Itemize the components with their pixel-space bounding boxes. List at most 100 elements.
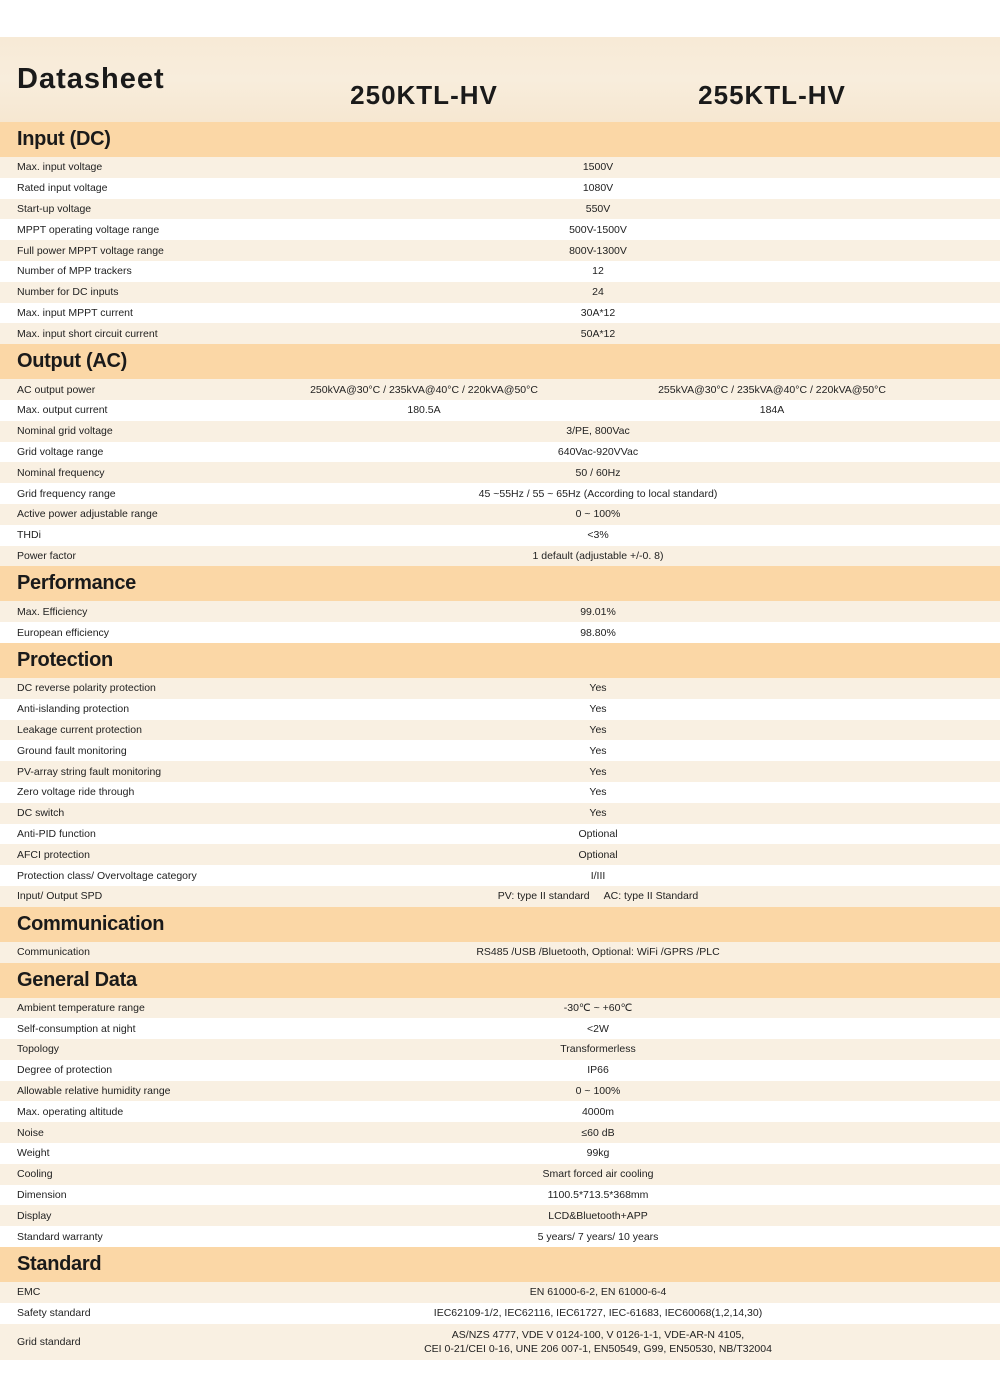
section-header: Performance <box>0 566 1000 602</box>
spec-row: THDi <3% <box>0 524 1000 546</box>
spec-label: Zero voltage ride through <box>17 786 135 799</box>
spec-label: Self-consumption at night <box>17 1022 136 1035</box>
spec-label: Dimension <box>17 1189 67 1202</box>
spec-label: Anti-PID function <box>17 827 96 840</box>
spec-value: IP66 <box>587 1064 609 1077</box>
spec-label: Protection class/ Overvoltage category <box>17 869 197 882</box>
section-header: Communication <box>0 906 1000 942</box>
spec-row: Max. operating altitude 4000m <box>0 1101 1000 1123</box>
spec-value: 0 ~ 100% <box>575 1085 621 1098</box>
section-title: General Data <box>17 968 137 991</box>
spec-label: Grid voltage range <box>17 445 104 458</box>
spec-value: 3/PE, 800Vac <box>566 425 630 438</box>
spec-value: 12 <box>592 265 604 278</box>
spec-label: Power factor <box>17 549 76 562</box>
spec-label: THDi <box>17 529 41 542</box>
datasheet-header: Datasheet 250KTL-HV 255KTL-HV <box>0 37 1000 122</box>
spec-row: DC switch Yes <box>0 802 1000 824</box>
spec-row: European efficiency 98.80% <box>0 622 1000 643</box>
section-title: Performance <box>17 572 136 595</box>
spec-label: Max. operating altitude <box>17 1105 124 1118</box>
section-header: General Data <box>0 962 1000 998</box>
spec-row: Grid frequency range 45 ~55Hz / 55 ~ 65Hz… <box>0 483 1000 504</box>
spec-row: Rated input voltage 1080V <box>0 177 1000 199</box>
spec-value: Yes <box>589 682 607 695</box>
spec-label: DC switch <box>17 807 65 820</box>
spec-label: Active power adjustable range <box>17 508 158 521</box>
spec-value: 1100.5*713.5*368mm <box>547 1189 649 1202</box>
section-title: Output (AC) <box>17 350 127 373</box>
spec-row: Anti-islanding protection Yes <box>0 698 1000 720</box>
spec-row: MPPT operating voltage range 500V-1500V <box>0 219 1000 241</box>
spec-label: Degree of protection <box>17 1064 113 1077</box>
spec-label: Cooling <box>17 1168 53 1181</box>
spec-row: Input/ Output SPD PV: type II standard AC… <box>0 885 1000 907</box>
spec-value: PV: type II standard AC: type II Standar… <box>497 890 699 903</box>
spec-value: 500V-1500V <box>569 223 627 236</box>
spec-value: EN 61000-6-2, EN 61000-6-4 <box>529 1286 667 1299</box>
spec-row: Protection class/ Overvoltage category I/… <box>0 865 1000 886</box>
spec-label: EMC <box>17 1286 41 1299</box>
spec-label: Max. input MPPT current <box>17 306 133 319</box>
spec-value: Smart forced air cooling <box>542 1168 654 1181</box>
spec-row: Max. output current 180.5A 184A <box>0 399 1000 421</box>
spec-label: Grid frequency range <box>17 487 116 500</box>
spec-row: Max. input voltage 1500V <box>0 157 1000 178</box>
spec-label: Allowable relative humidity range <box>17 1085 171 1098</box>
spec-value: 1 default (adjustable +/-0. 8) <box>532 549 664 562</box>
spec-row: Anti-PID function Optional <box>0 823 1000 845</box>
spec-label: Max. input short circuit current <box>17 327 158 340</box>
spec-label: Max. output current <box>17 404 108 417</box>
spec-label: Standard warranty <box>17 1230 103 1243</box>
spec-value: 50A*12 <box>580 327 616 340</box>
spec-value: LCD&Bluetooth+APP <box>548 1209 648 1222</box>
spec-label: Number for DC inputs <box>17 286 119 299</box>
spec-value: 800V-1300V <box>569 244 627 257</box>
spec-row: Full power MPPT voltage range 800V-1300V <box>0 240 1000 261</box>
spec-value: ≤60 dB <box>581 1126 615 1139</box>
spec-value: 98.80% <box>580 626 616 639</box>
section-header: Standard <box>0 1247 1000 1283</box>
spec-value: 550V <box>585 202 611 215</box>
spec-sections: Input (DC) Max. input voltage 1500V Rated i… <box>0 122 1000 1360</box>
spec-row: Grid voltage range 640Vac-920VVac <box>0 441 1000 463</box>
spec-row: PV-array string fault monitoring Yes <box>0 761 1000 782</box>
spec-row: DC reverse polarity protection Yes <box>0 677 1000 699</box>
spec-value: <2W <box>587 1022 609 1035</box>
spec-row: Max. input short circuit current 50A*12 <box>0 323 1000 345</box>
spec-value: RS485 /USB /Bluetooth, Optional: WiFi /G… <box>476 946 720 959</box>
spec-row: Weight 99kg <box>0 1143 1000 1164</box>
spec-row: Number for DC inputs 24 <box>0 281 1000 303</box>
spec-value: 99.01% <box>580 605 616 618</box>
spec-row: Degree of protection IP66 <box>0 1059 1000 1081</box>
spec-value: Transformerless <box>560 1043 636 1056</box>
spec-row: Ambient temperature range -30℃ ~ +60℃ <box>0 997 1000 1019</box>
spec-label: AFCI protection <box>17 848 90 861</box>
spec-row: Self-consumption at night <2W <box>0 1018 1000 1040</box>
spec-value: Optional <box>578 827 618 840</box>
spec-value: Yes <box>589 786 607 799</box>
spec-value: Yes <box>589 807 607 820</box>
spec-label: Rated input voltage <box>17 182 108 195</box>
spec-label: Anti-islanding protection <box>17 703 130 716</box>
spec-label: European efficiency <box>17 626 110 639</box>
spec-value: 5 years/ 7 years/ 10 years <box>537 1230 659 1243</box>
spec-row: Max. input MPPT current 30A*12 <box>0 302 1000 324</box>
section-header: Input (DC) <box>0 122 1000 157</box>
spec-label: Topology <box>17 1043 60 1056</box>
section-title: Input (DC) <box>17 128 111 150</box>
spec-value: 50 / 60Hz <box>575 466 621 479</box>
spec-row: Active power adjustable range 0 ~ 100% <box>0 503 1000 525</box>
spec-row: EMC EN 61000-6-2, EN 61000-6-4 <box>0 1282 1000 1303</box>
section-title: Communication <box>17 912 165 935</box>
spec-row: Max. Efficiency 99.01% <box>0 601 1000 623</box>
spec-row: AFCI protection Optional <box>0 844 1000 866</box>
spec-value: <3% <box>587 529 609 542</box>
spec-row: Start-up voltage 550V <box>0 198 1000 220</box>
spec-value: 4000m <box>581 1105 615 1118</box>
spec-label: Number of MPP trackers <box>17 265 132 278</box>
spec-row: Zero voltage ride through Yes <box>0 781 1000 803</box>
spec-label: Nominal grid voltage <box>17 425 113 438</box>
spec-label: Max. input voltage <box>17 161 103 174</box>
spec-value: 30A*12 <box>580 306 616 319</box>
